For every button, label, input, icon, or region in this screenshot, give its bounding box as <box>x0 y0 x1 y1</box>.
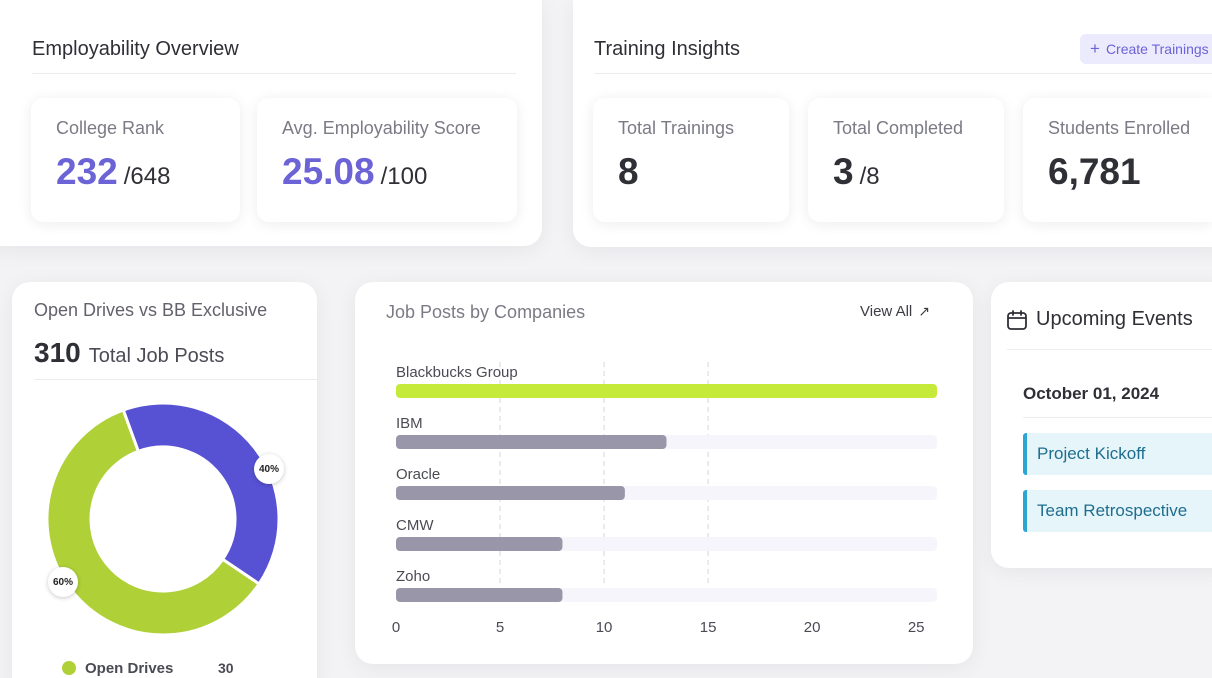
total-trainings-value: 8 <box>618 151 639 193</box>
total-completed-card: Total Completed 3 /8 <box>808 98 1004 222</box>
legend-value: 30 <box>218 660 234 676</box>
students-enrolled-number: 6,781 <box>1048 151 1141 192</box>
x-tick-label: 10 <box>596 619 613 636</box>
bar-category-label: IBM <box>396 415 423 432</box>
event-item-project-kickoff[interactable]: Project Kickoff <box>1023 433 1212 475</box>
total-completed-value: 3 /8 <box>833 151 880 193</box>
upcoming-events-header: Upcoming Events <box>1006 308 1193 331</box>
college-rank-number: 232 <box>56 151 118 192</box>
employability-divider <box>32 73 516 74</box>
percent-label-open-drives: 60% <box>48 567 78 597</box>
donut-chart <box>47 403 279 635</box>
view-all-label: View All <box>860 303 913 320</box>
employability-overview-title: Employability Overview <box>32 38 239 60</box>
x-tick-label: 25 <box>908 619 925 636</box>
x-tick-label: 0 <box>392 619 400 636</box>
total-job-posts: 310 Total Job Posts <box>34 337 224 369</box>
college-rank-denominator: /648 <box>123 163 171 190</box>
job-posts-title: Job Posts by Companies <box>386 302 586 322</box>
events-divider-date <box>1023 417 1212 418</box>
bar-zoho[interactable] <box>396 588 563 602</box>
legend-item-open-drives[interactable]: Open Drives <box>62 658 173 678</box>
open-drives-title: Open Drives vs BB Exclusive <box>34 300 268 320</box>
total-trainings-label: Total Trainings <box>618 118 735 138</box>
legend-dot-icon <box>62 661 76 675</box>
percent-label-bb-exclusive: 40% <box>254 454 284 484</box>
college-rank-card: College Rank 232 /648 <box>31 98 240 222</box>
training-divider <box>594 73 1212 74</box>
avg-employability-score-card: Avg. Employability Score 25.08 /100 <box>257 98 517 222</box>
total-job-posts-number: 310 <box>34 337 81 368</box>
view-all-link[interactable]: View All ↗ <box>860 303 930 320</box>
event-item-team-retrospective[interactable]: Team Retrospective <box>1023 490 1212 532</box>
avg-employability-score-label: Avg. Employability Score <box>282 118 481 138</box>
total-completed-label: Total Completed <box>833 118 964 138</box>
donut-slice-open-drives[interactable] <box>47 408 262 635</box>
students-enrolled-label: Students Enrolled <box>1048 118 1191 138</box>
bar-category-label: Blackbucks Group <box>396 364 518 381</box>
upcoming-events-title: Upcoming Events <box>1036 308 1193 330</box>
avg-score-denominator: /100 <box>380 163 428 190</box>
students-enrolled-value: 6,781 <box>1048 151 1141 193</box>
x-tick-label: 5 <box>496 619 504 636</box>
x-tick-label: 20 <box>804 619 821 636</box>
create-trainings-label: Create Trainings <box>1105 41 1209 57</box>
job-posts-bar-chart: Blackbucks Group IBM Oracle CMW Zoho 0 5 10 15 20… <box>392 362 937 636</box>
arrow-up-right-icon: ↗ <box>918 303 930 319</box>
avg-employability-score-value: 25.08 /100 <box>282 151 427 193</box>
bar-oracle[interactable] <box>396 486 625 500</box>
college-rank-label: College Rank <box>56 118 165 138</box>
x-tick-label: 15 <box>700 619 717 636</box>
event-date: October 01, 2024 <box>1023 384 1160 403</box>
plus-icon: + <box>1090 39 1100 58</box>
training-insights-title: Training Insights <box>594 38 740 60</box>
total-job-posts-label: Total Job Posts <box>88 345 225 367</box>
calendar-icon <box>1007 309 1027 330</box>
total-completed-number: 3 <box>833 151 854 192</box>
bar-blackbucks-group[interactable] <box>396 384 937 398</box>
bar-category-label: Oracle <box>396 466 440 483</box>
open-drives-divider <box>34 379 317 380</box>
bar-category-label: Zoho <box>396 568 430 585</box>
create-trainings-button[interactable]: + Create Trainings <box>1080 34 1212 64</box>
bar-category-label: CMW <box>396 517 434 534</box>
total-trainings-number: 8 <box>618 151 639 192</box>
college-rank-value: 232 /648 <box>56 151 170 193</box>
students-enrolled-card: Students Enrolled 6,781 <box>1023 98 1212 222</box>
total-trainings-card: Total Trainings 8 <box>593 98 789 222</box>
legend-label: Open Drives <box>85 659 174 677</box>
bar-cmw[interactable] <box>396 537 563 551</box>
donut-slice-bb-exclusive[interactable] <box>121 403 279 586</box>
bar-ibm[interactable] <box>396 435 667 449</box>
total-completed-denominator: /8 <box>859 163 880 190</box>
events-divider-top <box>1007 349 1212 350</box>
avg-score-number: 25.08 <box>282 151 375 192</box>
